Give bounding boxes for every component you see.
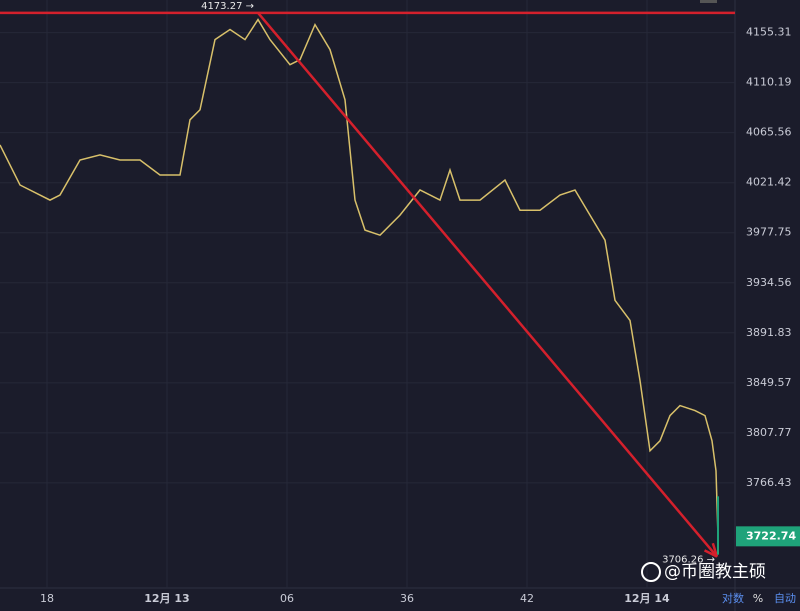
scale-control[interactable]: % — [753, 592, 763, 605]
last-price-box — [736, 526, 800, 547]
trend-arrow — [257, 12, 718, 558]
x-tick-label: 18 — [40, 592, 54, 605]
watermark-group: @币圈教主硕 — [641, 562, 766, 582]
y-tick-label: 3849.57 — [746, 376, 792, 389]
y-tick-label: 3807.77 — [746, 426, 792, 439]
high-label: 4173.27 → — [201, 1, 254, 12]
scale-control[interactable]: 对数 — [722, 591, 744, 605]
x-tick-label: 06 — [280, 592, 294, 605]
y-tick-label: 4021.42 — [746, 176, 792, 189]
y-tick-label: 3977.75 — [746, 226, 792, 239]
arrow-head — [703, 542, 719, 558]
x-tick-label: 12月 13 — [144, 592, 189, 605]
watermark-logo — [641, 562, 661, 582]
y-tick-label: 4065.56 — [746, 126, 792, 139]
y-tick-label: 3934.56 — [746, 276, 792, 289]
low-label: 3706.26 → — [662, 555, 715, 566]
price-line — [0, 18, 719, 537]
y-tick-label: 4155.31 — [746, 26, 792, 39]
y-tick-label: 3891.83 — [746, 326, 792, 339]
watermark: @币圈教主硕 — [664, 562, 766, 582]
x-tick-label: 12月 14 — [624, 592, 670, 605]
x-tick-label: 42 — [520, 592, 534, 605]
last-price-label: 3722.74 — [746, 529, 796, 542]
corner-box — [700, 0, 717, 3]
scale-control[interactable]: 自动 — [774, 592, 796, 605]
y-tick-label: 4110.19 — [746, 76, 792, 89]
x-tick-label: 36 — [400, 592, 414, 605]
y-tick-label: 3766.43 — [746, 476, 792, 489]
